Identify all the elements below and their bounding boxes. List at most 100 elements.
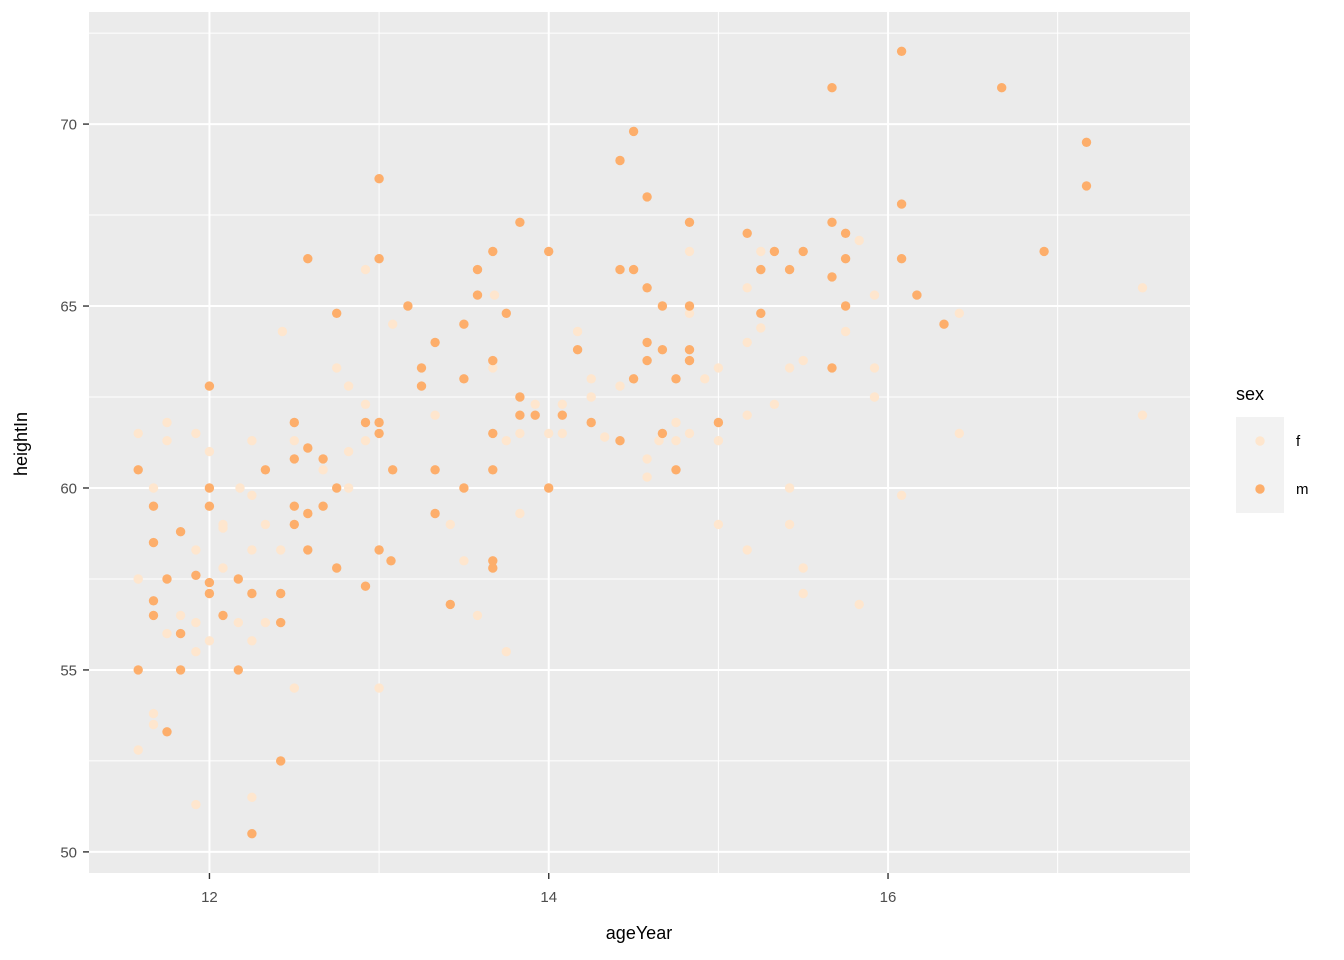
data-point-f	[360, 264, 371, 275]
data-point-m	[289, 501, 299, 511]
data-point-f	[472, 610, 483, 621]
data-point-f	[742, 337, 752, 348]
data-point-m	[488, 465, 498, 475]
data-point-m	[657, 301, 668, 311]
data-point-f	[544, 428, 554, 439]
y-tick-label: 65	[60, 299, 77, 316]
data-point-m	[247, 829, 257, 839]
data-point-m	[459, 374, 469, 384]
data-point-m	[204, 483, 215, 493]
data-point-m	[684, 355, 695, 366]
data-point-m	[628, 126, 639, 137]
data-point-m	[827, 272, 837, 282]
data-point-m	[233, 574, 243, 584]
y-tick-label: 70	[60, 117, 77, 134]
data-point-f	[869, 290, 880, 300]
data-point-f	[642, 454, 652, 464]
data-point-m	[303, 254, 313, 264]
data-point-f	[600, 432, 610, 442]
data-point-m	[642, 283, 652, 293]
data-point-f	[374, 683, 384, 693]
data-point-f	[175, 610, 186, 621]
data-point-f	[235, 483, 245, 493]
legend-label-f: f	[1296, 433, 1301, 450]
data-point-f	[700, 374, 710, 384]
data-point-m	[332, 483, 342, 493]
data-point-f	[784, 519, 795, 530]
data-point-f	[586, 374, 596, 384]
data-point-f	[756, 323, 766, 333]
data-point-m	[403, 301, 413, 311]
data-point-f	[896, 490, 907, 500]
data-point-m	[657, 428, 668, 439]
data-point-m	[628, 264, 639, 275]
data-point-f	[191, 647, 201, 657]
data-point-m	[1081, 137, 1092, 147]
data-point-f	[557, 399, 567, 409]
data-point-m	[544, 246, 554, 257]
data-point-m	[769, 246, 780, 257]
data-point-f	[343, 381, 354, 391]
data-point-m	[303, 545, 313, 555]
data-point-f	[148, 719, 159, 730]
data-point-m	[840, 228, 851, 238]
data-point-m	[374, 428, 384, 439]
data-point-f	[360, 399, 371, 409]
data-point-f	[954, 428, 964, 439]
data-point-m	[162, 574, 172, 584]
data-point-f	[684, 246, 695, 257]
data-point-m	[840, 301, 851, 311]
data-point-f	[133, 428, 143, 439]
data-point-m	[684, 345, 695, 355]
legend-dot-m-icon	[1255, 484, 1265, 494]
data-point-m	[276, 756, 286, 766]
data-point-f	[247, 436, 257, 446]
data-point-m	[276, 588, 286, 599]
data-point-f	[642, 472, 652, 482]
data-point-f	[854, 599, 864, 610]
data-point-f	[684, 308, 695, 318]
data-point-f	[191, 545, 201, 555]
data-point-m	[459, 319, 469, 329]
data-point-m	[148, 596, 159, 606]
data-point-m	[276, 617, 286, 628]
data-point-f	[247, 792, 257, 802]
legend: sex f m	[1236, 384, 1309, 513]
data-point-f	[191, 428, 201, 439]
data-point-m	[896, 254, 907, 264]
grid-major	[89, 12, 1190, 873]
data-point-m	[133, 665, 143, 675]
data-point-m	[416, 381, 427, 391]
data-point-m	[204, 501, 215, 511]
data-point-m	[289, 417, 299, 428]
data-point-m	[586, 417, 596, 428]
data-point-f	[247, 545, 257, 555]
data-point-m	[912, 290, 922, 300]
data-point-m	[472, 264, 483, 275]
data-point-m	[175, 628, 186, 639]
x-tick-label: 12	[201, 889, 218, 906]
data-point-f	[162, 436, 172, 446]
data-point-f	[133, 574, 143, 584]
data-point-m	[374, 417, 384, 428]
data-point-f	[204, 446, 215, 457]
data-point-f	[343, 446, 354, 457]
data-point-f	[586, 392, 596, 402]
data-point-f	[530, 399, 540, 409]
data-point-f	[515, 428, 525, 439]
data-point-m	[488, 563, 498, 573]
data-point-f	[218, 563, 228, 573]
data-point-m	[247, 588, 257, 599]
data-point-m	[671, 374, 681, 384]
data-point-f	[954, 308, 964, 318]
data-point-f	[360, 436, 371, 446]
data-point-f	[148, 708, 159, 719]
data-point-m	[756, 308, 766, 318]
y-axis-title: heightIn	[11, 412, 31, 476]
data-point-f	[713, 436, 724, 446]
data-point-m	[318, 501, 328, 511]
data-point-m	[148, 537, 159, 548]
data-point-f	[148, 483, 159, 493]
data-point-m	[896, 46, 907, 56]
